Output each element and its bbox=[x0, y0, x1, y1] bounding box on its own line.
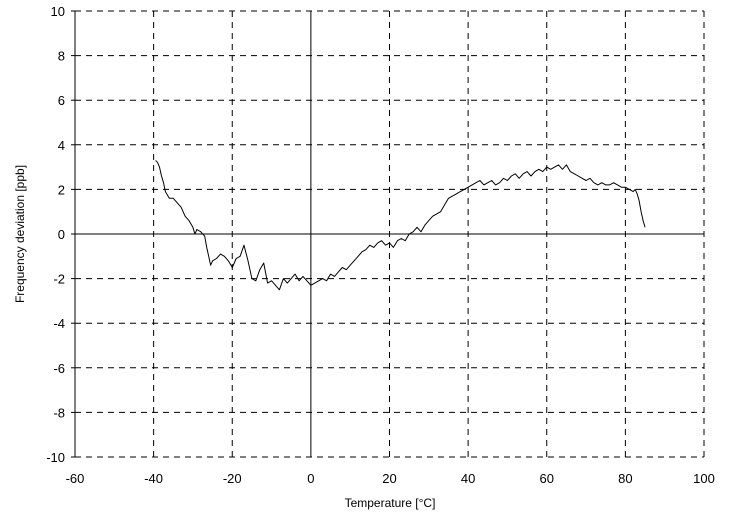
y-axis-label: Frequency deviation [ppb] bbox=[13, 165, 27, 303]
y-tick-label: -2 bbox=[53, 272, 65, 287]
y-tick-labels: -10 -8 -6 -4 -2 0 2 4 6 8 10 bbox=[46, 4, 65, 465]
zero-axes bbox=[75, 11, 704, 457]
y-tick-label: 0 bbox=[58, 227, 65, 242]
y-tick-label: 8 bbox=[58, 49, 65, 64]
x-tick-label: 60 bbox=[540, 471, 554, 486]
y-tick-label: -6 bbox=[53, 361, 65, 376]
x-tick-label: -60 bbox=[66, 471, 85, 486]
x-tick-label: 20 bbox=[382, 471, 396, 486]
y-tick-label: -8 bbox=[53, 405, 65, 420]
series-layer bbox=[155, 160, 646, 291]
y-tick-label: 2 bbox=[58, 182, 65, 197]
plot-frame bbox=[71, 10, 705, 458]
x-tick-label: -40 bbox=[144, 471, 163, 486]
x-tick-label: 40 bbox=[461, 471, 475, 486]
y-tick-label: 10 bbox=[51, 4, 65, 19]
y-tick-label: -10 bbox=[46, 450, 65, 465]
x-tick-label: 80 bbox=[618, 471, 632, 486]
x-tick-labels: -60 -40 -20 0 20 40 60 80 100 bbox=[66, 471, 715, 486]
x-axis-label: Temperature [°C] bbox=[345, 496, 436, 510]
x-tick-label: -20 bbox=[223, 471, 242, 486]
series-line-0 bbox=[155, 160, 646, 291]
x-tick-label: 100 bbox=[693, 471, 715, 486]
y-tick-label: 6 bbox=[58, 93, 65, 108]
x-tick-label: 0 bbox=[307, 471, 314, 486]
y-tick-label: -4 bbox=[53, 316, 65, 331]
y-tick-label: 4 bbox=[58, 138, 65, 153]
